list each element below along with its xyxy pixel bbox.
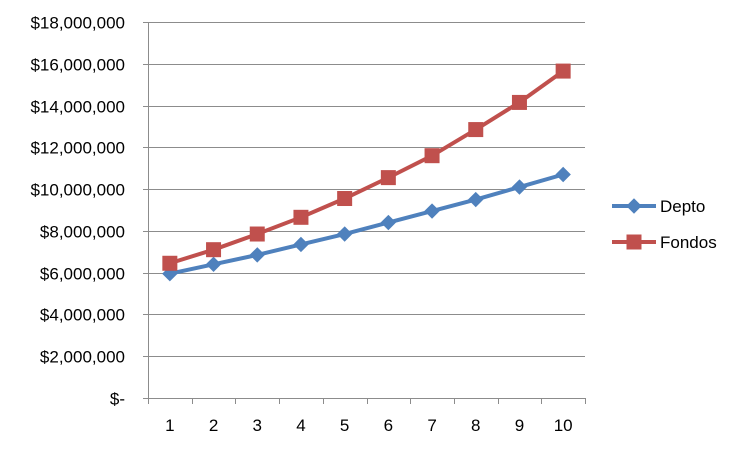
data-point bbox=[380, 214, 397, 231]
y-tick-label: $8,000,000 bbox=[40, 223, 125, 242]
series-depto bbox=[162, 166, 571, 282]
x-axis-tick-labels: 1 2 3 4 5 6 7 8 9 10 bbox=[165, 416, 572, 435]
data-point bbox=[511, 179, 528, 195]
data-point bbox=[249, 247, 265, 263]
data-point bbox=[249, 226, 265, 242]
y-tick-label: $12,000,000 bbox=[30, 139, 125, 158]
data-point bbox=[555, 63, 571, 79]
x-tick-label: 8 bbox=[471, 416, 480, 435]
data-point bbox=[293, 209, 309, 225]
data-point bbox=[468, 191, 484, 208]
data-point bbox=[555, 166, 571, 183]
legend: Depto Fondos bbox=[612, 197, 717, 252]
series-line bbox=[169, 69, 565, 266]
data-point bbox=[380, 170, 396, 186]
x-tick-label: 2 bbox=[209, 416, 218, 435]
data-point bbox=[511, 94, 527, 110]
legend-label: Depto bbox=[660, 197, 705, 216]
y-tick-label: $- bbox=[110, 390, 125, 409]
y-tick-label: $6,000,000 bbox=[40, 265, 125, 284]
data-point bbox=[337, 191, 353, 207]
x-tick-label: 1 bbox=[165, 416, 174, 435]
y-tick-label: $16,000,000 bbox=[30, 56, 125, 75]
y-tick-label: $18,000,000 bbox=[30, 14, 125, 33]
series-line bbox=[169, 172, 564, 276]
data-point bbox=[424, 148, 440, 164]
y-axis-tick-labels: $- $2,000,000 $4,000,000 $6,000,000 $8,000,0… bbox=[30, 14, 125, 409]
x-tick-label: 6 bbox=[384, 416, 393, 435]
data-point bbox=[424, 203, 440, 219]
x-tick-label: 9 bbox=[515, 416, 524, 435]
legend-label: Fondos bbox=[660, 233, 717, 252]
legend-item-fondos: Fondos bbox=[612, 233, 717, 252]
axes bbox=[143, 22, 586, 404]
x-tick-label: 4 bbox=[296, 416, 305, 435]
data-point bbox=[206, 242, 222, 258]
data-point bbox=[293, 236, 309, 253]
x-tick-label: 7 bbox=[427, 416, 436, 435]
data-point bbox=[162, 255, 178, 271]
series-fondos bbox=[162, 63, 571, 271]
data-point bbox=[468, 122, 484, 138]
y-tick-label: $4,000,000 bbox=[40, 306, 125, 325]
legend-marker bbox=[626, 198, 642, 214]
legend-marker bbox=[626, 234, 642, 250]
y-tick-label: $14,000,000 bbox=[30, 98, 125, 117]
y-tick-label: $10,000,000 bbox=[30, 181, 125, 200]
x-tick-label: 10 bbox=[554, 416, 573, 435]
data-point bbox=[205, 256, 222, 273]
y-tick-label: $2,000,000 bbox=[40, 348, 125, 367]
data-point bbox=[336, 226, 353, 242]
x-tick-label: 5 bbox=[340, 416, 349, 435]
x-tick-label: 3 bbox=[253, 416, 262, 435]
series-group bbox=[162, 63, 571, 282]
legend-item-depto: Depto bbox=[612, 197, 705, 216]
